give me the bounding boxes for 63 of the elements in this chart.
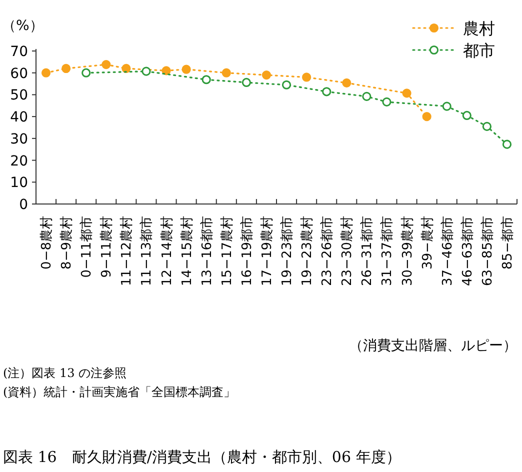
x-axis-title: （消費支出階層、ルピー） — [349, 338, 517, 354]
legend-label: 都市 — [463, 41, 495, 60]
x-tick-label: 26−31都市 — [360, 216, 376, 286]
point — [302, 72, 312, 82]
point — [402, 88, 412, 98]
x-tick-label: 39−農村 — [420, 216, 436, 270]
x-tick-label: 16−19都市 — [240, 216, 255, 286]
x-tick-label: 17−19農村 — [260, 216, 275, 286]
y-tick-label: 60 — [10, 66, 28, 82]
x-tick-label: 0−11都市 — [80, 216, 95, 278]
point — [222, 68, 231, 78]
point — [262, 70, 272, 80]
x-tick-label: 0−8農村 — [40, 216, 55, 270]
legend-label: 農村 — [463, 19, 495, 38]
point — [142, 66, 151, 76]
text: (注）図表 13 の注参照 — [3, 366, 127, 380]
x-tick-label: 13−16都市 — [200, 216, 215, 286]
point — [442, 102, 452, 111]
x-tick-label: 12−14農村 — [160, 216, 175, 286]
text: (資料）統計・計画実施省「全国標本調査」 — [3, 385, 236, 399]
x-tick-label: 37−46都市 — [440, 216, 456, 286]
y-tick-label: 10 — [10, 175, 28, 192]
x-tick-label: 11−13都市 — [140, 216, 155, 286]
x-tick-label: 9−11農村 — [100, 216, 115, 278]
y-tick-label: 50 — [10, 88, 28, 104]
point — [82, 68, 91, 78]
y-tick-label: 70 — [10, 44, 28, 60]
y-tick-label: 20 — [10, 153, 28, 170]
x-tick-label: 23−26都市 — [320, 216, 336, 286]
x-tick-label: 63−85都市 — [480, 216, 496, 286]
point — [122, 64, 131, 74]
x-tick-label: 46−63都市 — [460, 216, 476, 286]
x-tick-label: 15−17農村 — [220, 216, 235, 286]
point — [362, 92, 372, 102]
point — [322, 87, 332, 96]
point — [502, 140, 512, 149]
y-axis-title: （%） — [2, 18, 44, 34]
x-tick-label: 8−9農村 — [60, 216, 75, 270]
point — [41, 68, 51, 78]
y-tick-label: 40 — [10, 110, 28, 126]
x-tick-label: 23−30農村 — [340, 216, 356, 286]
point — [482, 122, 492, 131]
point — [62, 64, 71, 74]
point — [462, 110, 472, 120]
point — [102, 60, 111, 70]
point — [202, 75, 211, 84]
x-tick-label: 14−15農村 — [180, 216, 195, 286]
x-tick-label: 19−23農村 — [300, 216, 316, 286]
x-tick-label: 30−39農村 — [400, 216, 416, 286]
x-tick-label: 31−37都市 — [380, 216, 396, 286]
y-tick-label: 30 — [10, 131, 28, 148]
point — [182, 64, 191, 74]
text: 図表 16 耐久財消費/消費支出（農村・都市別、06 年度） — [3, 448, 401, 466]
point — [382, 97, 392, 106]
x-tick-label: 11−12農村 — [120, 216, 135, 286]
point — [282, 80, 292, 90]
point — [242, 78, 251, 88]
x-tick-label: 19−23都市 — [280, 216, 296, 286]
point — [342, 78, 352, 88]
point — [422, 112, 432, 122]
point — [162, 66, 171, 76]
x-tick-label: 85−都市 — [500, 216, 516, 270]
y-tick-label: 0 — [19, 197, 28, 213]
